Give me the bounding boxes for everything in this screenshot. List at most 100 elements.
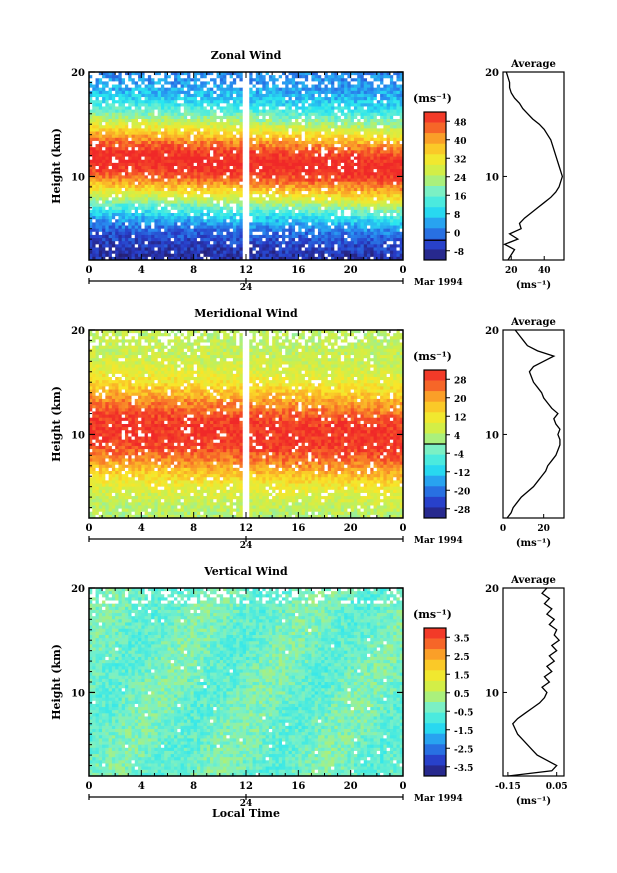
y-tick-label: 20 (71, 326, 85, 337)
colorbar-band (424, 122, 446, 134)
colorbar-band (424, 744, 446, 756)
avg-y-tick-label: 20 (485, 584, 499, 595)
colorbar-tick-label: -2.5 (454, 745, 473, 755)
colorbar-band (424, 401, 446, 413)
x-tick-label: 4 (138, 265, 145, 276)
colorbar-frame (423, 627, 447, 777)
date-label: Mar 1994 (414, 794, 463, 804)
colorbar-unit: (ms⁻¹) (413, 608, 452, 621)
y-axis-label: Height (km) (50, 386, 63, 462)
colorbar-tick-label: 32 (454, 155, 467, 165)
colorbar-band (424, 649, 446, 661)
avg-y-tick-label: 10 (485, 172, 499, 183)
x-tick-label: 16 (291, 265, 305, 276)
colorbar-band (424, 628, 446, 639)
colorbar-tick-label: 0.5 (454, 690, 470, 700)
y-tick-label: 10 (71, 688, 85, 699)
colorbar-band (424, 496, 446, 508)
colorbar-band (424, 454, 446, 466)
y-tick-label: 20 (71, 68, 85, 79)
colorbar-band (424, 238, 446, 250)
colorbar-band (424, 412, 446, 424)
x-tick-label: 8 (190, 781, 197, 792)
colorbar-band (424, 754, 446, 766)
colorbar-tick-label: 0 (454, 229, 460, 239)
colorbar-band (424, 196, 446, 208)
colorbar-band (424, 712, 446, 724)
avg-unit: (ms⁻¹) (516, 538, 551, 549)
x-tick-label: 12 (239, 265, 253, 276)
colorbar-band (424, 133, 446, 145)
x-tick-label: 0 (86, 523, 93, 534)
x-tick-label: 16 (291, 523, 305, 534)
colorbar-tick-label: -4 (454, 450, 464, 460)
panel-2: Vertical Wind 20 10 Height (km) 0 4 8 12 16 20 0 24… (50, 565, 568, 820)
y-axis-label: Height (km) (50, 644, 63, 720)
colorbar-tick-label: 12 (454, 413, 467, 423)
avg-profile-line (506, 329, 561, 519)
colorbar-tick-label: 2.5 (454, 653, 470, 663)
colorbar-band (424, 638, 446, 650)
x-tick-label: 16 (291, 781, 305, 792)
colorbar-tick-label: -1.5 (454, 727, 473, 737)
panel-1: Meridional Wind 20 10 Height (km) 0 4 8 12 16 20 0… (50, 307, 565, 551)
colorbar-band (424, 380, 446, 392)
colorbar-band (424, 112, 446, 123)
colorbar-band (424, 143, 446, 155)
colorbar-tick-label: 48 (454, 118, 467, 128)
avg-x-tick-label: 20 (505, 266, 518, 276)
colorbar-band (424, 175, 446, 187)
colorbar-band (424, 702, 446, 713)
x-tick-label: 20 (344, 523, 358, 534)
colorbar-tick-label: 24 (454, 174, 467, 184)
x-tick-label: 20 (344, 781, 358, 792)
colorbar-tick-label: 20 (454, 395, 467, 405)
x-tick-label: 0 (86, 265, 93, 276)
colorbar-band (424, 659, 446, 671)
avg-frame (502, 329, 565, 519)
colorbar-band (424, 217, 446, 229)
avg-profile-line (503, 71, 564, 261)
colorbar-band (424, 733, 446, 745)
avg-x-tick-label: 0 (500, 524, 506, 534)
colorbar-band (424, 433, 446, 445)
date-label: Mar 1994 (414, 278, 463, 288)
colorbar-band (424, 154, 446, 166)
avg-unit: (ms⁻¹) (516, 280, 551, 291)
y-tick-label: 10 (71, 172, 85, 183)
avg-x-tick-label: -0.15 (495, 782, 521, 792)
avg-x-tick-label: 40 (538, 266, 551, 276)
colorbar-band (424, 228, 446, 240)
panel-title: Vertical Wind (203, 565, 288, 578)
x-tick-label: 4 (138, 523, 145, 534)
colorbar-band (424, 507, 446, 519)
avg-x-tick-label: 0.05 (546, 782, 568, 792)
x-tick-label: 8 (190, 265, 197, 276)
colorbar-band (424, 207, 446, 219)
x-tick-label: 12 (239, 523, 253, 534)
x-tick-label: 0 (400, 523, 407, 534)
avg-unit: (ms⁻¹) (516, 796, 551, 807)
heatmap (89, 588, 404, 777)
colorbar-tick-label: 1.5 (454, 671, 470, 681)
colorbar-tick-label: -3.5 (454, 764, 473, 774)
colorbar-band (424, 249, 446, 261)
colorbar-band (424, 444, 446, 455)
y-tick-label: 20 (71, 584, 85, 595)
colorbar-tick-label: 16 (454, 192, 467, 202)
colorbar-tick-label: -12 (454, 469, 470, 479)
avg-frame (502, 587, 565, 777)
avg-frame (502, 71, 565, 261)
x-tick-label: 4 (138, 781, 145, 792)
panel-title: Meridional Wind (194, 307, 298, 320)
day-label: 24 (240, 541, 253, 551)
avg-y-tick-label: 10 (485, 688, 499, 699)
avg-title: Average (510, 575, 556, 586)
x-tick-label: 12 (239, 781, 253, 792)
colorbar-band (424, 486, 446, 498)
colorbar-unit: (ms⁻¹) (413, 92, 452, 105)
avg-y-tick-label: 20 (485, 326, 499, 337)
colorbar-tick-label: -8 (454, 248, 464, 258)
